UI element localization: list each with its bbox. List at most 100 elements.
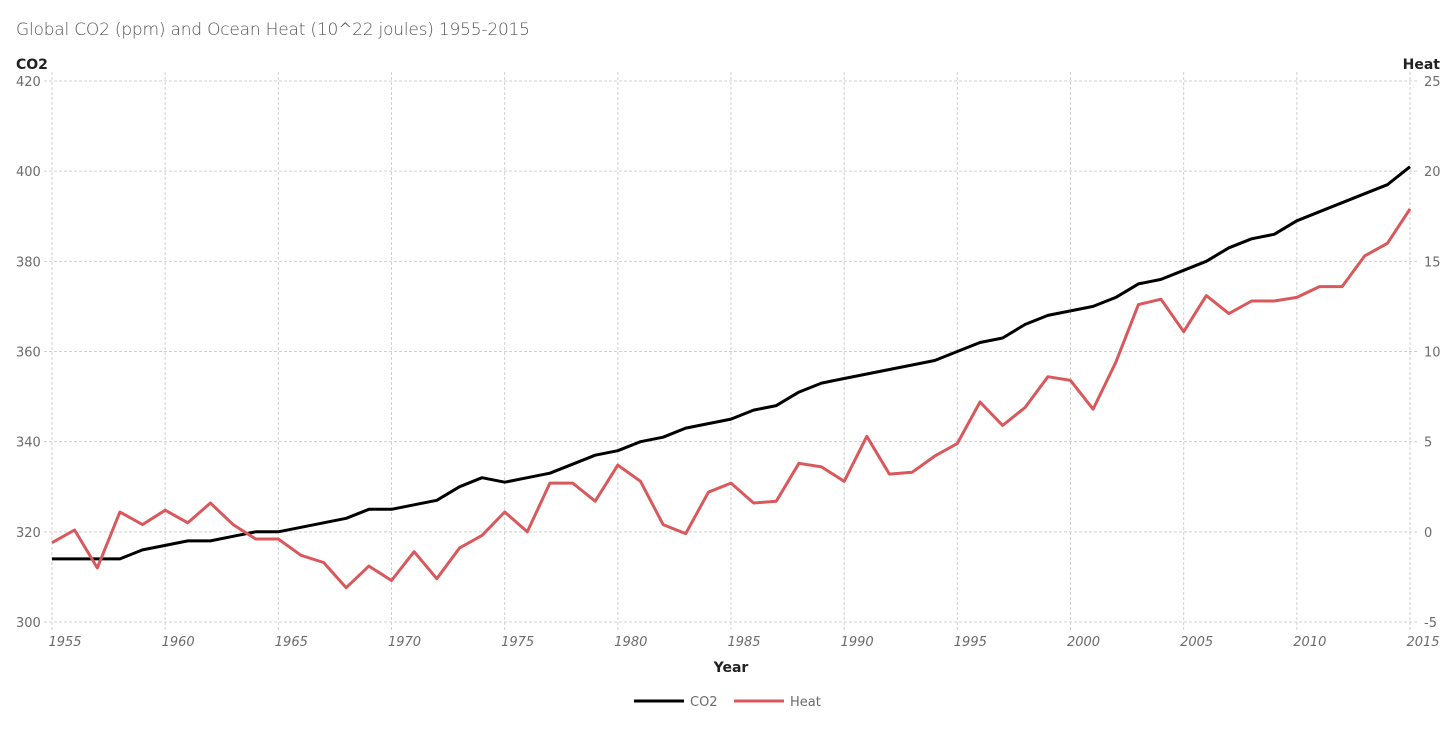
data-point-heat[interactable] bbox=[1045, 374, 1051, 380]
data-point-co2[interactable] bbox=[1045, 312, 1051, 318]
data-point-heat[interactable] bbox=[1362, 253, 1368, 259]
data-point-heat[interactable] bbox=[298, 552, 304, 558]
data-point-co2[interactable] bbox=[683, 425, 689, 431]
data-point-heat[interactable] bbox=[1181, 329, 1187, 335]
data-point-heat[interactable] bbox=[1158, 296, 1164, 302]
data-point-heat[interactable] bbox=[524, 529, 530, 535]
data-point-heat[interactable] bbox=[683, 531, 689, 537]
data-point-co2[interactable] bbox=[1090, 303, 1096, 309]
data-point-heat[interactable] bbox=[886, 471, 892, 477]
data-point-co2[interactable] bbox=[366, 506, 372, 512]
data-point-heat[interactable] bbox=[1294, 294, 1300, 300]
data-point-heat[interactable] bbox=[94, 565, 100, 571]
data-point-heat[interactable] bbox=[72, 527, 78, 533]
data-point-heat[interactable] bbox=[389, 578, 395, 584]
data-point-heat[interactable] bbox=[1226, 311, 1232, 317]
data-point-co2[interactable] bbox=[1316, 209, 1322, 215]
data-point-co2[interactable] bbox=[343, 515, 349, 521]
data-point-heat[interactable] bbox=[253, 536, 259, 542]
data-point-heat[interactable] bbox=[207, 500, 213, 506]
data-point-co2[interactable] bbox=[1271, 231, 1277, 237]
data-point-heat[interactable] bbox=[185, 520, 191, 526]
data-point-co2[interactable] bbox=[1384, 182, 1390, 188]
data-point-co2[interactable] bbox=[253, 529, 259, 535]
data-point-heat[interactable] bbox=[909, 469, 915, 475]
data-point-heat[interactable] bbox=[864, 433, 870, 439]
data-point-co2[interactable] bbox=[411, 502, 417, 508]
data-point-co2[interactable] bbox=[230, 533, 236, 539]
data-point-co2[interactable] bbox=[751, 407, 757, 413]
data-point-heat[interactable] bbox=[321, 559, 327, 565]
data-point-heat[interactable] bbox=[796, 460, 802, 466]
data-point-co2[interactable] bbox=[819, 380, 825, 386]
data-point-co2[interactable] bbox=[207, 538, 213, 544]
data-point-co2[interactable] bbox=[1226, 245, 1232, 251]
data-point-co2[interactable] bbox=[1158, 276, 1164, 282]
data-point-heat[interactable] bbox=[1271, 298, 1277, 304]
data-point-co2[interactable] bbox=[1022, 321, 1028, 327]
data-point-co2[interactable] bbox=[1339, 200, 1345, 206]
data-point-co2[interactable] bbox=[524, 475, 530, 481]
data-point-co2[interactable] bbox=[886, 367, 892, 373]
legend-label-heat[interactable]: Heat bbox=[790, 695, 821, 710]
data-point-heat[interactable] bbox=[49, 540, 55, 546]
data-point-heat[interactable] bbox=[456, 545, 462, 551]
data-point-heat[interactable] bbox=[841, 478, 847, 484]
data-point-co2[interactable] bbox=[841, 376, 847, 382]
data-point-co2[interactable] bbox=[456, 484, 462, 490]
data-point-co2[interactable] bbox=[298, 524, 304, 530]
data-point-co2[interactable] bbox=[502, 479, 508, 485]
data-point-heat[interactable] bbox=[1384, 240, 1390, 246]
data-point-co2[interactable] bbox=[185, 538, 191, 544]
data-point-heat[interactable] bbox=[1407, 206, 1413, 212]
data-point-heat[interactable] bbox=[1000, 422, 1006, 428]
data-point-co2[interactable] bbox=[389, 506, 395, 512]
data-point-heat[interactable] bbox=[230, 522, 236, 528]
data-point-heat[interactable] bbox=[615, 462, 621, 468]
data-point-heat[interactable] bbox=[705, 489, 711, 495]
data-point-co2[interactable] bbox=[728, 416, 734, 422]
data-point-heat[interactable] bbox=[502, 509, 508, 515]
data-point-co2[interactable] bbox=[434, 497, 440, 503]
data-point-heat[interactable] bbox=[773, 498, 779, 504]
data-point-heat[interactable] bbox=[1203, 293, 1209, 299]
data-point-co2[interactable] bbox=[864, 371, 870, 377]
data-point-heat[interactable] bbox=[1339, 284, 1345, 290]
data-point-co2[interactable] bbox=[117, 556, 123, 562]
data-point-heat[interactable] bbox=[954, 440, 960, 446]
legend-label-co2[interactable]: CO2 bbox=[690, 695, 718, 710]
data-point-co2[interactable] bbox=[1203, 258, 1209, 264]
data-point-heat[interactable] bbox=[1135, 302, 1141, 308]
data-point-heat[interactable] bbox=[275, 536, 281, 542]
data-point-co2[interactable] bbox=[275, 529, 281, 535]
data-point-co2[interactable] bbox=[49, 556, 55, 562]
data-point-heat[interactable] bbox=[1316, 284, 1322, 290]
series-line-heat[interactable] bbox=[51, 208, 1412, 590]
data-point-heat[interactable] bbox=[660, 522, 666, 528]
data-point-co2[interactable] bbox=[547, 470, 553, 476]
data-point-heat[interactable] bbox=[434, 576, 440, 582]
data-point-heat[interactable] bbox=[162, 507, 168, 513]
data-point-co2[interactable] bbox=[1068, 308, 1074, 314]
data-point-co2[interactable] bbox=[1249, 236, 1255, 242]
data-point-heat[interactable] bbox=[411, 549, 417, 555]
data-point-co2[interactable] bbox=[72, 556, 78, 562]
data-point-co2[interactable] bbox=[773, 403, 779, 409]
data-point-heat[interactable] bbox=[117, 509, 123, 515]
data-point-heat[interactable] bbox=[637, 478, 643, 484]
data-point-co2[interactable] bbox=[162, 542, 168, 548]
data-point-co2[interactable] bbox=[1407, 164, 1413, 170]
data-point-co2[interactable] bbox=[796, 389, 802, 395]
data-point-heat[interactable] bbox=[977, 399, 983, 405]
data-point-heat[interactable] bbox=[479, 532, 485, 538]
data-point-heat[interactable] bbox=[1249, 298, 1255, 304]
data-point-co2[interactable] bbox=[615, 448, 621, 454]
data-point-co2[interactable] bbox=[909, 362, 915, 368]
data-point-co2[interactable] bbox=[1181, 267, 1187, 273]
data-point-heat[interactable] bbox=[751, 500, 757, 506]
series-line-co2[interactable] bbox=[52, 165, 1411, 561]
data-point-co2[interactable] bbox=[1362, 191, 1368, 197]
data-point-co2[interactable] bbox=[977, 339, 983, 345]
data-point-heat[interactable] bbox=[366, 563, 372, 569]
data-point-co2[interactable] bbox=[1113, 294, 1119, 300]
